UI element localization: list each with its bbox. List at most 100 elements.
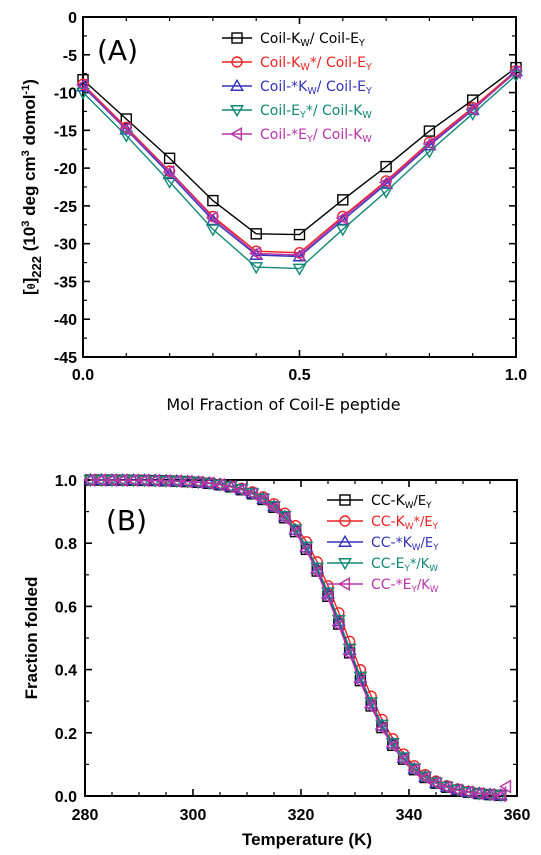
data-point xyxy=(310,562,325,575)
data-point xyxy=(422,136,435,151)
y-tick-label: -40 xyxy=(54,312,77,329)
y-tick-label: 0.4 xyxy=(55,663,77,680)
y-tick-label: 0 xyxy=(68,10,77,27)
data-point xyxy=(331,618,344,633)
data-point xyxy=(119,121,132,136)
data-point xyxy=(423,125,436,137)
legend-label: Coil-KW*/ Coil-EY xyxy=(260,55,372,73)
data-point xyxy=(374,721,387,736)
data-point xyxy=(299,543,312,558)
data-point xyxy=(429,777,443,790)
data-point xyxy=(380,160,392,173)
data-point xyxy=(310,565,323,580)
x-axis-title: Mol Fraction of Coil-E peptide xyxy=(166,395,400,414)
data-point xyxy=(162,164,175,179)
data-point xyxy=(385,739,398,754)
data-point xyxy=(256,492,269,507)
data-point xyxy=(364,700,377,715)
y-tick-label: -35 xyxy=(54,274,77,291)
data-point xyxy=(493,790,508,803)
legend-label: CC-*EY/KW xyxy=(371,577,439,595)
data-point xyxy=(169,474,182,489)
x-tick-label: 300 xyxy=(180,807,207,824)
data-point xyxy=(162,176,177,189)
data-point xyxy=(202,476,215,491)
legend-marker xyxy=(229,127,242,141)
x-tick-label: 360 xyxy=(504,807,531,824)
legend-label: CC-KW/EY xyxy=(371,493,432,511)
data-point xyxy=(249,262,264,275)
data-point xyxy=(250,228,262,240)
series-line xyxy=(90,479,501,797)
data-point xyxy=(422,138,437,151)
data-point xyxy=(205,224,220,237)
y-tick-label: 0.6 xyxy=(55,599,77,616)
data-point xyxy=(418,770,431,785)
y-axis-title: Fraction folded xyxy=(22,577,41,700)
y-tick-label: 1.0 xyxy=(55,473,77,490)
panel-b: 0.0 0.2 0.4 0.6 0.8 1.0 280 300 320 340 360 (B) CC-K… xyxy=(22,472,531,849)
panel-label: (A) xyxy=(97,34,138,67)
data-point xyxy=(105,475,119,488)
legend-label: CC-*KW/EY xyxy=(371,535,439,553)
legend-marker xyxy=(231,56,243,68)
x-tick-label: 340 xyxy=(396,807,423,824)
legend-marker xyxy=(338,558,352,571)
legend-label: Coil-*EY/ Coil-KW xyxy=(260,127,372,145)
data-point xyxy=(245,488,260,501)
data-point xyxy=(378,175,392,190)
y-tick-label: 0.0 xyxy=(55,789,77,806)
legend-label: Coil-EY*/ Coil-KW xyxy=(260,103,372,121)
x-tick-label: 280 xyxy=(72,807,99,824)
panel-label: (B) xyxy=(106,504,147,537)
series-line xyxy=(82,70,517,258)
data-point xyxy=(234,482,247,497)
data-point xyxy=(379,186,394,199)
data-point xyxy=(482,787,495,802)
x-axis-title: Temperature (K) xyxy=(242,830,372,849)
x-tick-label: 0.5 xyxy=(288,367,310,384)
data-point xyxy=(292,248,305,262)
series-line xyxy=(82,74,517,270)
data-point xyxy=(288,525,301,540)
data-point xyxy=(94,475,109,488)
legend-label: Coil-KW/ Coil-EY xyxy=(260,31,365,49)
y-tick-label: -10 xyxy=(54,86,77,103)
data-point xyxy=(249,246,262,261)
data-point xyxy=(234,484,249,497)
data-point xyxy=(75,78,88,92)
legend-marker xyxy=(231,32,243,44)
data-point xyxy=(277,511,290,526)
legend-marker xyxy=(339,515,351,527)
y-tick-label: -15 xyxy=(54,123,77,140)
data-point xyxy=(83,472,98,486)
y-tick-label: -30 xyxy=(54,237,77,254)
data-point xyxy=(207,194,219,207)
data-point xyxy=(439,780,452,795)
data-point xyxy=(407,763,420,778)
data-point xyxy=(180,474,193,489)
data-point xyxy=(335,224,350,237)
data-point xyxy=(461,785,474,800)
series-line xyxy=(82,71,517,256)
data-point xyxy=(212,477,225,492)
data-point xyxy=(450,783,463,798)
data-point xyxy=(364,697,379,710)
data-point xyxy=(158,473,171,488)
data-point xyxy=(299,541,314,554)
data-point xyxy=(76,79,90,92)
y-tick-label: -45 xyxy=(54,350,77,367)
data-point xyxy=(223,479,236,494)
data-point xyxy=(292,263,307,276)
data-point xyxy=(293,228,306,241)
data-point xyxy=(94,472,109,486)
y-tick-label: 0.8 xyxy=(55,536,77,553)
y-tick-label: -5 xyxy=(63,48,77,65)
data-point xyxy=(163,152,176,164)
data-point xyxy=(375,719,389,732)
data-point xyxy=(105,472,119,486)
data-point xyxy=(353,675,366,689)
data-point xyxy=(379,176,394,189)
data-point xyxy=(137,473,152,486)
